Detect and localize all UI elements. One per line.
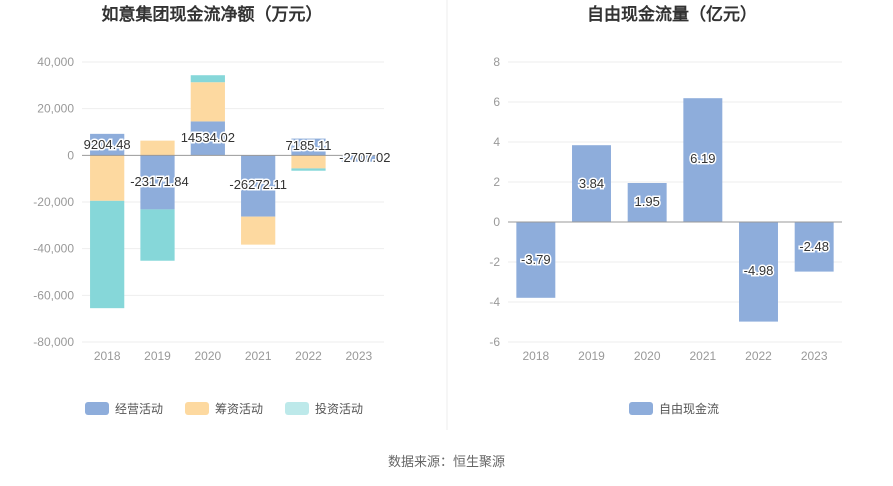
legend-swatch[interactable] (285, 402, 309, 415)
y-tick-label: 2 (493, 175, 500, 189)
y-tick-label: 0 (67, 148, 74, 162)
y-tick-label: 8 (493, 55, 500, 69)
data-source: 数据来源：恒生聚源 (387, 454, 505, 469)
y-tick-label: 0 (493, 215, 500, 229)
bar-经营活动-2019[interactable] (140, 155, 175, 210)
left-x-axis-ticks: 2018 2019 2020 2021 2022 2023 (94, 349, 373, 363)
data-label: -26272.11 (229, 177, 287, 192)
data-label: 3.84 (579, 176, 604, 191)
legend-label[interactable]: 筹资活动 (215, 402, 263, 416)
bar-自由现金流-2023[interactable] (794, 222, 834, 272)
x-tick-label: 2023 (801, 349, 828, 363)
data-label: 1.95 (635, 194, 660, 209)
bar-筹资活动-2022[interactable] (291, 155, 326, 169)
data-label: -4.98 (744, 263, 774, 278)
bar-筹资活动-2020[interactable] (190, 82, 225, 122)
y-tick-label: -40,000 (33, 242, 74, 256)
y-tick-label: 20,000 (37, 102, 74, 116)
data-label: -2707.02 (339, 150, 390, 165)
y-tick-label: -20,000 (33, 195, 74, 209)
y-tick-label: 4 (493, 135, 500, 149)
legend-swatch[interactable] (629, 402, 653, 415)
x-tick-label: 2023 (345, 349, 372, 363)
cash-flow-net-chart: 如意集团现金流净额（万元） 40,000 20,000 0 -20,000 -40,00… (33, 4, 392, 416)
legend-label[interactable]: 经营活动 (115, 402, 163, 416)
x-tick-label: 2018 (94, 349, 121, 363)
x-tick-label: 2022 (745, 349, 772, 363)
right-grid (508, 61, 842, 343)
y-tick-label: 6 (493, 95, 500, 109)
legend-swatch[interactable] (185, 402, 209, 415)
right-chart-title: 自由现金流量（亿元） (587, 4, 757, 24)
right-y-axis-ticks: 8 6 4 2 0 -2 -4 -6 (489, 55, 500, 349)
y-tick-label: -60,000 (33, 288, 74, 302)
right-legend: 自由现金流 (629, 401, 719, 416)
bar-投资活动-2020[interactable] (190, 75, 225, 83)
bar-投资活动-2022[interactable] (291, 168, 326, 171)
left-chart-title: 如意集团现金流净额（万元） (102, 4, 323, 24)
bar-经营活动-2018[interactable] (90, 133, 125, 156)
y-tick-label: 40,000 (37, 55, 74, 69)
bar-自由现金流-2021[interactable] (683, 98, 723, 222)
right-data-labels: -3.79 3.84 1.95 6.19 -4.98 -2.48 (520, 150, 831, 280)
bar-自由现金流-2018[interactable] (516, 222, 556, 298)
bar-自由现金流-2019[interactable] (572, 145, 611, 222)
bar-投资活动-2018[interactable] (90, 200, 125, 309)
left-grid (82, 61, 384, 343)
data-label: 6.19 (690, 151, 715, 166)
x-tick-label: 2021 (245, 349, 272, 363)
data-label: 7185.11 (285, 138, 331, 153)
legend-swatch[interactable] (85, 402, 109, 415)
left-bars (90, 75, 376, 309)
bar-自由现金流-2022[interactable] (739, 222, 778, 322)
x-tick-label: 2020 (194, 349, 221, 363)
bar-经营活动-2021[interactable] (241, 155, 276, 217)
y-tick-label: -6 (489, 335, 500, 349)
bar-筹资活动-2018[interactable] (90, 155, 125, 201)
left-legend: 经营活动 筹资活动 投资活动 (85, 401, 363, 416)
x-tick-label: 2019 (578, 349, 605, 363)
x-tick-label: 2021 (689, 349, 716, 363)
legend-label[interactable]: 投资活动 (315, 401, 363, 416)
left-data-labels: 9204.48 -23171.84 14534.02 -26272.11 7185.11… (82, 129, 392, 194)
right-bars (516, 98, 834, 322)
x-tick-label: 2019 (144, 349, 171, 363)
bar-筹资活动-2019[interactable] (140, 140, 175, 156)
bar-投资活动-2019[interactable] (140, 209, 175, 261)
data-label: 9204.48 (84, 137, 131, 152)
y-tick-label: -80,000 (33, 335, 74, 349)
legend-label[interactable]: 自由现金流 (659, 401, 719, 416)
x-tick-label: 2020 (634, 349, 661, 363)
data-label: -2.48 (799, 239, 829, 254)
data-label: -23171.84 (130, 174, 189, 189)
bar-经营活动-2020[interactable] (190, 121, 225, 156)
x-tick-label: 2018 (522, 349, 549, 363)
y-tick-label: -4 (489, 295, 500, 309)
right-x-axis-ticks: 2018 2019 2020 2021 2022 2023 (522, 349, 827, 363)
bar-自由现金流-2020[interactable] (627, 183, 667, 222)
left-y-axis-ticks: 40,000 20,000 0 -20,000 -40,000 -60,000 -80,00… (33, 55, 74, 349)
data-label: -3.79 (521, 252, 551, 267)
y-tick-label: -2 (489, 255, 500, 269)
x-tick-label: 2022 (295, 349, 322, 363)
data-label: 14534.02 (181, 130, 235, 145)
bar-经营活动-2022[interactable] (291, 138, 326, 156)
bar-筹资活动-2021[interactable] (241, 216, 276, 245)
bar-经营活动-2023[interactable] (341, 155, 376, 162)
